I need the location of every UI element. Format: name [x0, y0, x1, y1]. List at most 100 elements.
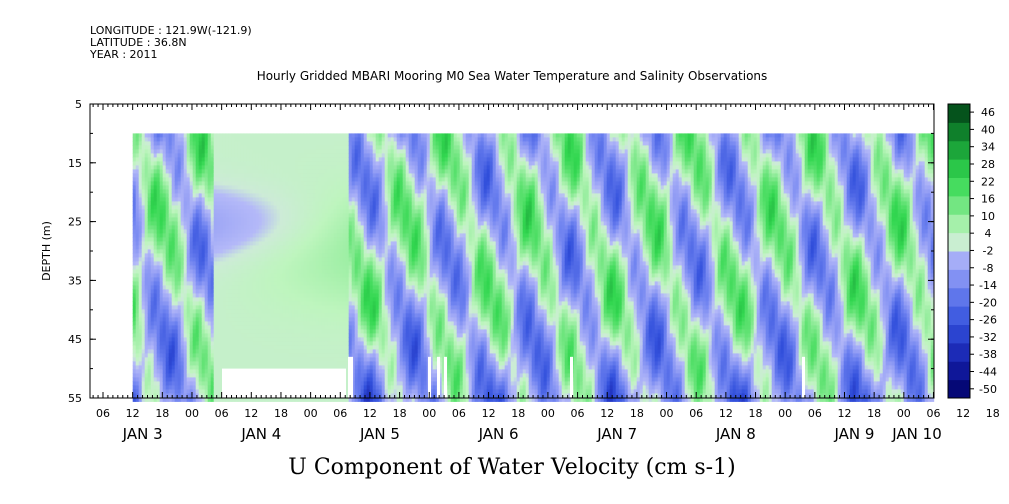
heatmap-cell	[288, 237, 293, 242]
heatmap-cell	[153, 241, 158, 246]
heatmap-cell	[261, 241, 266, 246]
heatmap-cell	[156, 137, 161, 142]
heatmap-cell	[183, 149, 188, 154]
heatmap-cell	[279, 181, 284, 186]
heatmap-cell	[153, 389, 158, 394]
heatmap-cell	[156, 273, 161, 278]
heatmap-cell	[195, 313, 200, 318]
heatmap-cell	[192, 297, 197, 302]
heatmap-cell	[192, 381, 197, 386]
heatmap-cell	[213, 225, 218, 230]
heatmap-cell	[261, 141, 266, 146]
heatmap-cell	[240, 197, 245, 202]
heatmap-cell	[279, 281, 284, 286]
heatmap-cell	[246, 185, 251, 190]
heatmap-cell	[234, 133, 239, 138]
heatmap-cell	[276, 189, 281, 194]
heatmap-cell	[294, 181, 299, 186]
heatmap-cell	[147, 381, 152, 386]
heatmap-cell	[141, 181, 146, 186]
heatmap-cell	[138, 285, 143, 290]
heatmap-cell	[150, 269, 155, 274]
heatmap-cell	[249, 185, 254, 190]
heatmap-cell	[330, 265, 335, 270]
heatmap-cell	[195, 221, 200, 226]
heatmap-cell	[189, 337, 194, 342]
heatmap-cell	[216, 361, 221, 366]
heatmap-cell	[291, 313, 296, 318]
heatmap-cell	[252, 321, 257, 326]
heatmap-cell	[135, 189, 140, 194]
heatmap-cell	[240, 193, 245, 198]
heatmap-cell	[351, 281, 356, 286]
heatmap-cell	[150, 189, 155, 194]
heatmap-cell	[189, 341, 194, 346]
heatmap-cell	[177, 185, 182, 190]
heatmap-cell	[306, 197, 311, 202]
heatmap-cell	[171, 169, 176, 174]
heatmap-cell	[150, 317, 155, 322]
heatmap-cell	[249, 157, 254, 162]
heatmap-cell	[237, 141, 242, 146]
heatmap-cell	[327, 181, 332, 186]
heatmap-cell	[174, 241, 179, 246]
heatmap-cell	[264, 237, 269, 242]
heatmap-cell	[243, 209, 248, 214]
heatmap-cell	[204, 241, 209, 246]
heatmap-cell	[240, 149, 245, 154]
heatmap-cell	[180, 325, 185, 330]
heatmap-cell	[135, 357, 140, 362]
heatmap-cell	[204, 181, 209, 186]
heatmap-cell	[141, 305, 146, 310]
heatmap-cell	[246, 157, 251, 162]
heatmap-cell	[327, 185, 332, 190]
heatmap-cell	[348, 205, 353, 210]
heatmap-cell	[318, 257, 323, 262]
heatmap-cell	[345, 329, 350, 334]
heatmap-cell	[342, 365, 347, 370]
heatmap-cell	[150, 345, 155, 350]
heatmap-cell	[213, 173, 218, 178]
heatmap-cell	[312, 149, 317, 154]
heatmap-cell	[159, 141, 164, 146]
heatmap-cell	[300, 269, 305, 274]
heatmap-cell	[246, 201, 251, 206]
heatmap-cell	[249, 245, 254, 250]
heatmap-cell	[246, 181, 251, 186]
heatmap-cell	[285, 329, 290, 334]
heatmap-cell	[255, 337, 260, 342]
heatmap-cell	[270, 193, 275, 198]
heatmap-cell	[258, 169, 263, 174]
heatmap-cell	[177, 173, 182, 178]
heatmap-cell	[138, 189, 143, 194]
heatmap-cell	[222, 257, 227, 262]
heatmap-cell	[246, 345, 251, 350]
heatmap-cell	[285, 325, 290, 330]
heatmap-cell	[171, 249, 176, 254]
heatmap-cell	[210, 269, 215, 274]
heatmap-cell	[276, 177, 281, 182]
heatmap-cell	[153, 289, 158, 294]
heatmap-cell	[219, 253, 224, 258]
heatmap-cell	[333, 137, 338, 142]
heatmap-cell	[282, 341, 287, 346]
heatmap-cell	[291, 193, 296, 198]
heatmap-cell	[183, 369, 188, 374]
heatmap-cell	[168, 369, 173, 374]
heatmap-cell	[351, 217, 356, 222]
heatmap-cell	[177, 137, 182, 142]
heatmap-cell	[225, 317, 230, 322]
heatmap-cell	[132, 293, 137, 298]
heatmap-cell	[237, 225, 242, 230]
heatmap-cell	[138, 241, 143, 246]
heatmap-cell	[288, 173, 293, 178]
heatmap-cell	[174, 381, 179, 386]
heatmap-cell	[195, 357, 200, 362]
heatmap-cell	[324, 229, 329, 234]
heatmap-cell	[189, 361, 194, 366]
heatmap-cell	[348, 197, 353, 202]
heatmap-cell	[309, 209, 314, 214]
heatmap-cell	[285, 357, 290, 362]
heatmap-cell	[276, 237, 281, 242]
heatmap-cell	[324, 285, 329, 290]
